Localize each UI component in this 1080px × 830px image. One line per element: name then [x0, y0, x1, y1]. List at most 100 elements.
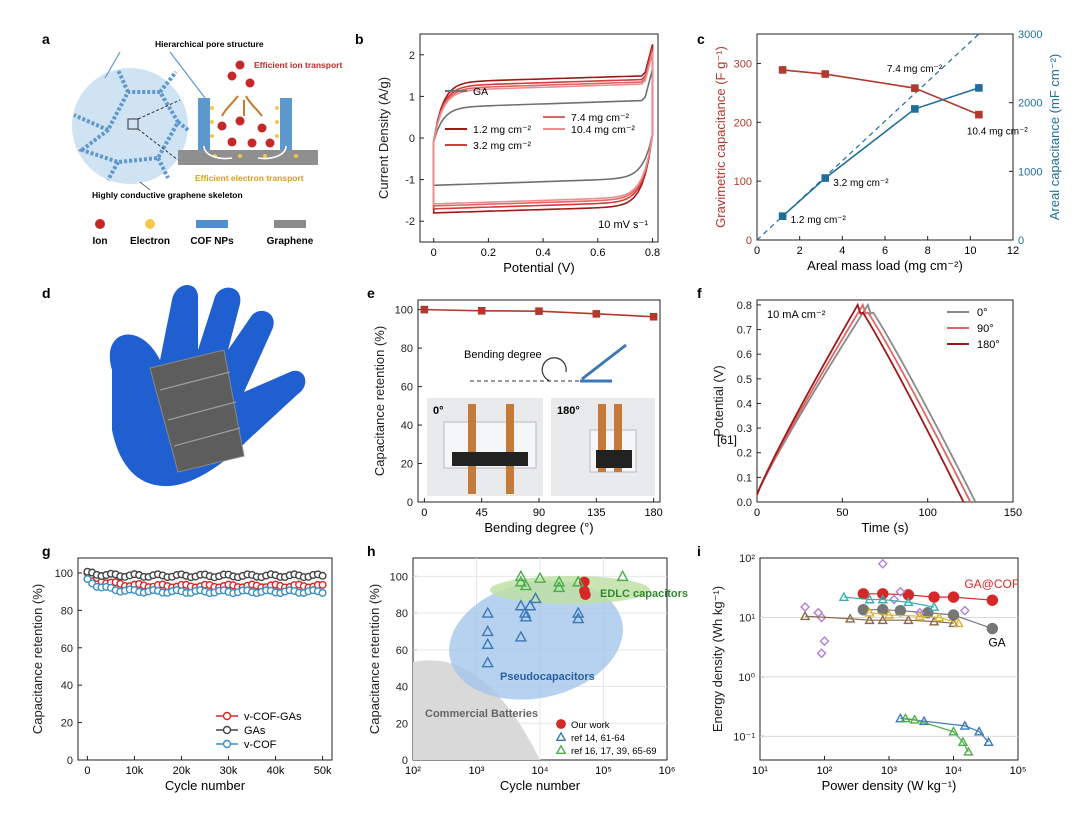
x-tick-label: 150	[1004, 507, 1022, 519]
ragone-point-brown	[864, 614, 875, 625]
ragone-point-teal	[864, 594, 875, 604]
y-tick-label: 20	[61, 718, 73, 730]
legend-label: 0°	[977, 307, 988, 319]
x-tick-label: 0.4	[535, 247, 550, 259]
legend-marker	[555, 744, 567, 755]
ragone-point-brown	[903, 614, 914, 625]
legend-label: Electron	[130, 236, 170, 247]
x-tick-label: 0	[84, 765, 90, 777]
y-tick-label: 0.3	[737, 423, 752, 435]
comparison-point-ref 14, 61-64	[529, 591, 542, 604]
ragone-point-teal	[838, 591, 850, 601]
point-label: 1.2 mg cm⁻²	[791, 215, 847, 226]
y-tick-label: 0.8	[737, 300, 752, 312]
y-tick-label: 80	[61, 605, 73, 617]
photo-0deg-film	[452, 452, 528, 466]
x-tick-label: 180	[644, 507, 662, 519]
retention-point	[420, 305, 429, 314]
chart-g: g 0 10k 20k 30k 40k 50k 0 20 40 60 80 100 Cycle numbe…	[30, 543, 333, 793]
ragone-point-yellow	[914, 610, 925, 621]
legend-marker	[556, 719, 566, 729]
panel-e-letter: e	[367, 285, 375, 301]
legend-label: 3.2 mg cm⁻²	[473, 140, 532, 152]
gacof-label: GA@COF	[964, 577, 1019, 591]
x-tick-label: 6	[882, 245, 888, 257]
x-tick-label: 12	[1007, 245, 1019, 257]
legend-label: 1.2 mg cm⁻²	[473, 124, 532, 136]
legend-label: 180°	[977, 339, 1000, 351]
y-tick-label: 100	[734, 176, 752, 188]
x-tick-label: 30k	[220, 765, 238, 777]
panel-d: d	[42, 285, 306, 487]
y-axis-label: Capacitance retention (%)	[30, 584, 45, 734]
x-axis-label: Areal mass load (mg cm⁻²)	[807, 258, 963, 273]
y-tick-label: 0.6	[737, 349, 752, 361]
y-tick-label: 80	[396, 608, 408, 620]
legend-label: COF NPs	[190, 236, 234, 247]
panel-f-side-label: [61]	[717, 433, 737, 447]
retention-point	[477, 306, 486, 315]
y-tick-label: 100	[55, 568, 73, 580]
ragone-point-low-green	[957, 736, 969, 747]
ragone-point-GA	[986, 622, 999, 635]
cycle-point-v-COF-GAs	[318, 580, 327, 589]
cof-column-left	[198, 98, 210, 150]
chart-h: h 10² 10³ 10⁴ 10⁵ 10⁶ 0 20 40 60 80 100 Cycle number…	[367, 543, 675, 793]
x-tick-label: 10⁶	[659, 765, 676, 777]
legend-marker	[222, 739, 232, 749]
x-tick-label: 20k	[173, 765, 191, 777]
panel-letter: f	[697, 285, 702, 301]
ragone-line-teal	[843, 596, 935, 608]
ragone-point-teal	[903, 596, 914, 607]
legend-swatch	[95, 219, 105, 229]
x-tick-label: 10	[964, 245, 976, 257]
x-axis-label: Bending degree (°)	[484, 520, 593, 535]
x-tick-label: 10²	[817, 765, 833, 777]
panel-h-regions: Commercial Batteries Pseudocapacitors ED…	[413, 576, 688, 760]
cycle-point-GAs	[318, 571, 327, 580]
comparison-point-ref 14, 61-64	[572, 612, 585, 624]
x-tick-label: 10k	[126, 765, 144, 777]
legend-label: v-COF-GAs	[244, 711, 302, 723]
ragone-point-yellow	[953, 617, 964, 628]
y-tick-label: 40	[401, 420, 413, 432]
ragone-point-purple	[816, 648, 827, 659]
y-tick-label: 0	[67, 755, 73, 767]
x-tick-label: 4	[839, 245, 845, 257]
y-tick-label: 2	[409, 50, 415, 62]
skeleton-pointer	[139, 181, 151, 191]
zoom-line-top	[137, 99, 181, 120]
panel-d-letter: d	[42, 285, 51, 301]
y2-tick-label: 2000	[1018, 98, 1042, 110]
ragone-point-purple	[816, 612, 827, 623]
y-tick-label: 10¹	[739, 612, 755, 624]
ragone-point-purple	[819, 636, 830, 647]
plot-frame	[756, 299, 1014, 503]
batteries-label: Commercial Batteries	[425, 708, 538, 720]
ragone-line-low-blue	[900, 717, 990, 743]
ragone-point-teal	[877, 594, 888, 604]
pore-arrow	[169, 51, 206, 99]
comparison-point-Our work	[580, 589, 591, 601]
photo-0deg-electrode-a	[468, 404, 476, 494]
ion-dots	[217, 60, 275, 148]
ragone-point-purple	[877, 558, 888, 569]
legend-label: Ion	[93, 236, 108, 247]
ragone-point-GA@COF	[877, 588, 889, 600]
legend-label: ref 16, 17, 39, 65-69	[571, 746, 657, 757]
ragone-line-yellow	[869, 612, 959, 624]
y-tick-label: 20	[396, 718, 408, 730]
y-axis-label: Current Density (A/g)	[376, 77, 391, 199]
ragone-point-GA	[877, 603, 889, 616]
ion-flow-arrows	[221, 95, 263, 117]
legend-marker	[222, 725, 232, 735]
comparison-point-ref 14, 61-64	[572, 606, 585, 618]
areal-point	[778, 212, 787, 220]
ragone-point-teal	[928, 601, 940, 611]
photo-0deg-label: 0°	[433, 405, 444, 417]
x-tick-label: 0.2	[481, 247, 496, 259]
comparison-point-ref 16, 17, 39, 65-69	[572, 575, 585, 587]
panel-a: a Hierarchical pore structure Efficient …	[42, 31, 342, 247]
